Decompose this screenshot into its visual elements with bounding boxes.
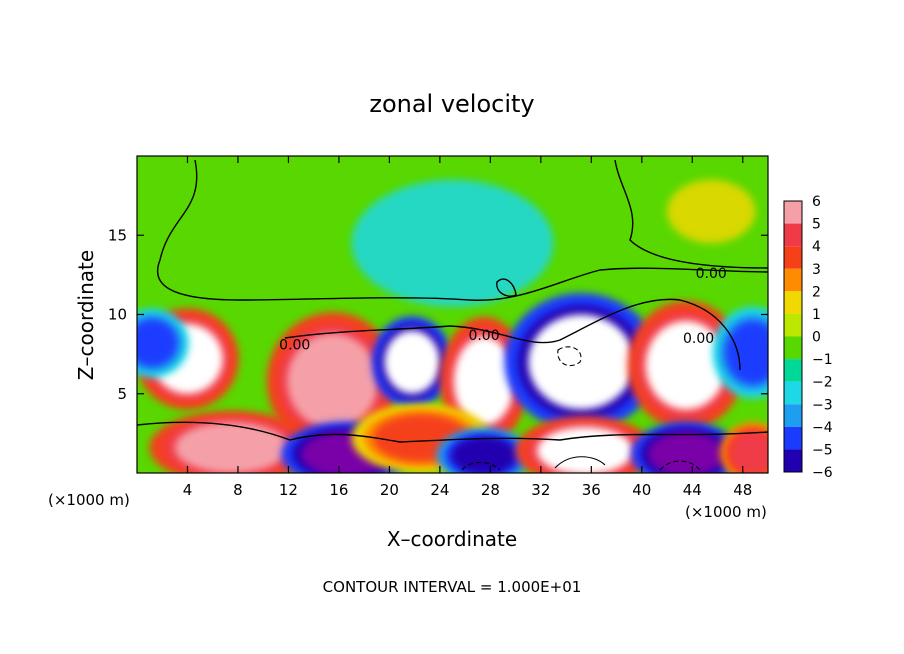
contour-label: 0.00: [468, 328, 499, 344]
y-tick-label: 5: [117, 385, 127, 403]
x-tick-label: 40: [632, 481, 651, 499]
colorbar-swatch: [784, 426, 802, 450]
x-tick-label: 4: [183, 481, 193, 499]
colorbar-tick-label: −1: [812, 352, 833, 368]
cell-core: [730, 431, 768, 473]
colorbar-frame: [783, 200, 803, 473]
y-tick-label: 15: [108, 226, 127, 244]
colorbar: 6 5 4 3 2 1 0 −1 −2 −3 −4 −5 −6: [783, 194, 833, 481]
velocity-cell: [504, 293, 659, 431]
colorbar-tick-label: −4: [812, 420, 833, 436]
colorbar-swatch: [784, 404, 802, 427]
velocity-cell: [371, 316, 453, 409]
velocity-cell: [137, 308, 189, 378]
velocity-cell: [149, 410, 314, 473]
velocity-cells: [137, 179, 768, 473]
colorbar-swatch: [784, 359, 802, 382]
zero-contour-right: [614, 159, 768, 269]
velocity-cell: [627, 300, 745, 430]
y-axis-label: Z–coordinate: [74, 250, 98, 380]
zero-contour-mid: [284, 298, 741, 371]
colorbar-swatch: [784, 223, 802, 247]
cell-core: [725, 320, 768, 385]
cell-core: [351, 179, 554, 307]
negative-contour-b: [461, 461, 501, 471]
field-area: 0.00 0.00 0.00 0.00: [137, 156, 768, 473]
colorbar-tick-label: −3: [812, 397, 833, 413]
contour-label: 0.00: [683, 331, 714, 347]
zero-contour-lower: [137, 421, 768, 443]
colorbar-swatch: [784, 291, 802, 314]
colorbar-swatch: [784, 268, 802, 292]
x-tick-label: 32: [531, 481, 550, 499]
x-tick-label: 36: [582, 481, 601, 499]
colorbar-tick-label: 0: [812, 330, 821, 346]
velocity-cell: [266, 312, 399, 451]
x-axis: 4 8 12 16 20 24 28 32 36 40 44 48: [183, 156, 752, 499]
zero-contour-closed-small: [496, 278, 517, 297]
cell-core: [287, 333, 379, 429]
contour-labels: 0.00 0.00 0.00 0.00: [279, 266, 727, 353]
colorbar-tick-label: −5: [812, 442, 833, 458]
colorbar-swatch: [784, 313, 802, 337]
x-tick-label: 8: [233, 481, 243, 499]
velocity-cell: [719, 422, 768, 473]
x-tick-label: 16: [329, 481, 348, 499]
colorbar-tick-label: 4: [812, 239, 821, 255]
cell-core: [528, 314, 635, 410]
colorbar-tick-label: 2: [812, 284, 821, 300]
colorbar-tick-label: 6: [812, 194, 821, 210]
colorbar-tick-label: 1: [812, 307, 821, 323]
negative-contour-c: [659, 460, 701, 471]
contour-label: 0.00: [279, 337, 310, 353]
cell-core: [645, 320, 727, 410]
cell-core: [648, 431, 724, 473]
x-tick-label: 28: [481, 481, 500, 499]
velocity-cell: [351, 179, 554, 307]
cell-core: [384, 330, 440, 394]
cell-core: [667, 179, 756, 244]
velocity-cell: [667, 179, 756, 244]
colorbar-swatch: [784, 381, 802, 405]
cell-core: [451, 436, 517, 473]
colorbar-swatch: [784, 201, 802, 224]
x-unit-label: (×1000 m): [685, 503, 767, 521]
cell-core: [453, 336, 515, 426]
contour-label: 0.00: [696, 266, 727, 282]
x-tick-label: 20: [380, 481, 399, 499]
x-tick-label: 24: [430, 481, 449, 499]
zero-contour-upper: [156, 159, 768, 301]
x-tick-label: 48: [733, 481, 752, 499]
cell-core: [137, 319, 178, 367]
velocity-cell: [712, 306, 768, 399]
x-tick-label: 44: [683, 481, 702, 499]
colorbar-tick-label: 3: [812, 262, 821, 278]
colorbar-tick-label: −6: [812, 465, 833, 481]
contour-lines: [137, 159, 768, 471]
cell-core: [174, 422, 289, 473]
negative-contour-a: [557, 346, 582, 367]
x-tick-label: 12: [279, 481, 298, 499]
y-tick-label: 10: [108, 306, 127, 324]
velocity-cell: [436, 427, 532, 473]
colorbar-swatch: [784, 246, 802, 269]
z-unit-label: (×1000 m): [48, 491, 130, 509]
chart-title: zonal velocity: [369, 90, 534, 118]
x-axis-label: X–coordinate: [387, 527, 517, 551]
y-axis: 5 10 15: [108, 226, 768, 403]
colorbar-tick-label: −2: [812, 375, 833, 391]
positive-contour-a: [554, 456, 606, 469]
contour-interval-note: CONTOUR INTERVAL = 1.000E+01: [323, 578, 582, 596]
colorbar-tick-label: 5: [812, 217, 821, 233]
colorbar-swatch: [784, 449, 802, 472]
cell-core: [537, 427, 633, 473]
colorbar-swatch: [784, 336, 802, 360]
